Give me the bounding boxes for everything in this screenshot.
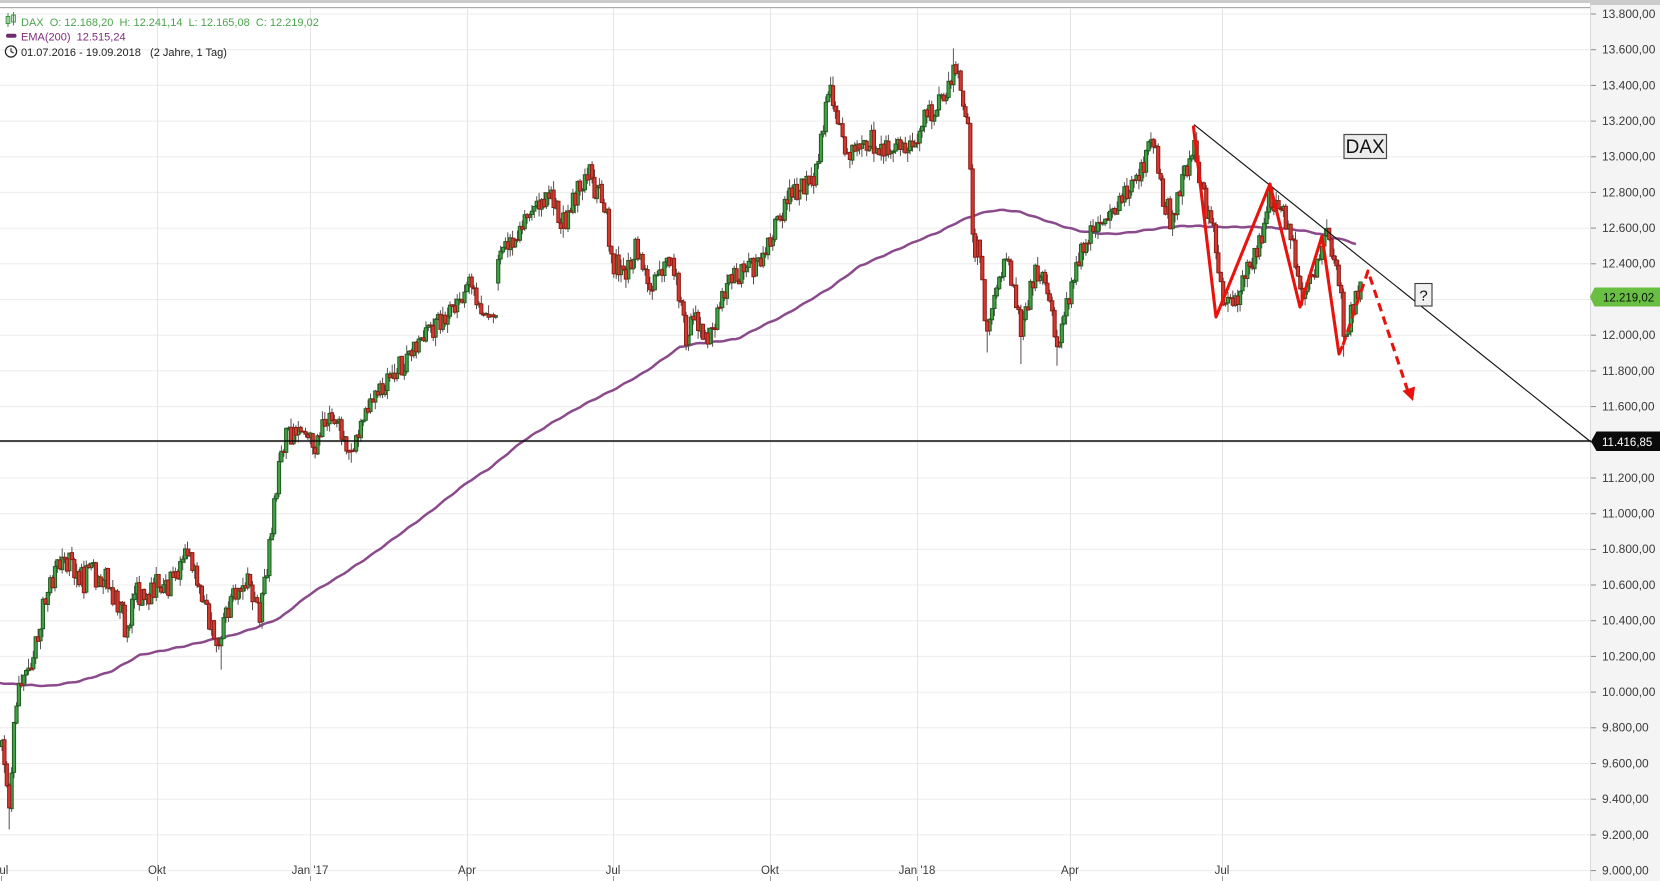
svg-text:Jan '18: Jan '18 <box>899 865 936 877</box>
svg-text:Jul: Jul <box>1215 865 1230 877</box>
svg-text:13.400,00: 13.400,00 <box>1602 78 1656 92</box>
svg-text:11.800,00: 11.800,00 <box>1602 364 1655 378</box>
svg-text:12.000,00: 12.000,00 <box>1602 328 1656 342</box>
svg-text:13.000,00: 13.000,00 <box>1602 150 1656 164</box>
svg-text:11.000,00: 11.000,00 <box>1602 507 1655 521</box>
svg-text:Okt: Okt <box>148 865 167 877</box>
svg-text:10.000,00: 10.000,00 <box>1602 685 1656 699</box>
svg-text:11.416,85: 11.416,85 <box>1602 437 1652 449</box>
svg-text:Apr: Apr <box>458 865 476 877</box>
svg-text:13.800,00: 13.800,00 <box>1602 7 1656 21</box>
svg-text:12.400,00: 12.400,00 <box>1602 257 1656 271</box>
svg-text:10.400,00: 10.400,00 <box>1602 614 1656 628</box>
svg-text:Jul: Jul <box>606 865 621 877</box>
svg-text:9.000,00: 9.000,00 <box>1602 864 1649 878</box>
svg-text:EMA(200) 12.515,24: EMA(200) 12.515,24 <box>21 32 126 44</box>
svg-text:12.800,00: 12.800,00 <box>1602 185 1656 199</box>
svg-text:13.200,00: 13.200,00 <box>1602 114 1656 128</box>
svg-text:9.400,00: 9.400,00 <box>1602 792 1649 806</box>
svg-text:01.07.2016 - 19.09.2018 (2 J: 01.07.2016 - 19.09.2018 (2 Jahre, 1 Tag) <box>21 47 227 59</box>
svg-text:10.800,00: 10.800,00 <box>1602 542 1656 556</box>
svg-text:11.600,00: 11.600,00 <box>1602 400 1655 414</box>
svg-text:12.600,00: 12.600,00 <box>1602 221 1656 235</box>
svg-text:Jan '17: Jan '17 <box>292 865 329 877</box>
svg-text:12.219,02: 12.219,02 <box>1603 292 1654 304</box>
svg-text:13.600,00: 13.600,00 <box>1602 43 1656 57</box>
svg-text:9.600,00: 9.600,00 <box>1602 756 1649 770</box>
svg-text:Okt: Okt <box>761 865 780 877</box>
svg-text:?: ? <box>1419 288 1427 305</box>
svg-text:10.200,00: 10.200,00 <box>1602 649 1656 663</box>
svg-text:9.200,00: 9.200,00 <box>1602 828 1649 842</box>
svg-text:Jul: Jul <box>0 865 8 877</box>
svg-text:9.800,00: 9.800,00 <box>1602 721 1649 735</box>
svg-text:11.200,00: 11.200,00 <box>1602 471 1655 485</box>
svg-text:10.600,00: 10.600,00 <box>1602 578 1656 592</box>
svg-text:DAX: DAX <box>1346 137 1385 158</box>
svg-text:Apr: Apr <box>1061 865 1079 877</box>
svg-text:DAX O: 12.168,20 H: 12.241,1: DAX O: 12.168,20 H: 12.241,14 L: 12.165,… <box>21 17 319 29</box>
